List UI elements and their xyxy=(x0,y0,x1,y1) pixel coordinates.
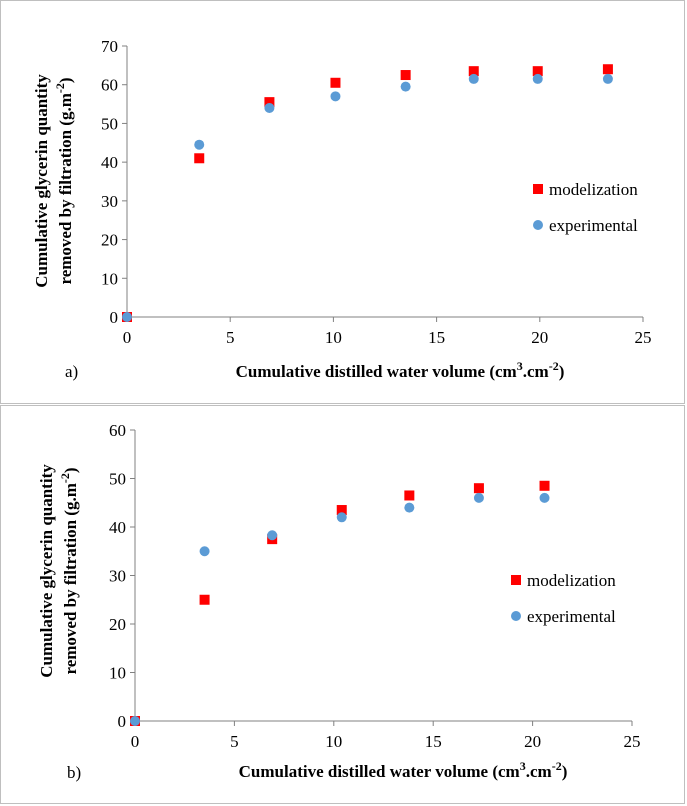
data-point-modelization xyxy=(532,66,543,77)
y-axis-title-line2-group: removed by filtration (g.m-2) xyxy=(58,467,80,674)
x-axis-title: Cumulative distilled water volume (cm3.c… xyxy=(239,759,568,781)
x-tick-label: 5 xyxy=(230,732,239,751)
data-point-experimental xyxy=(330,91,341,102)
x-axis-title: Cumulative distilled water volume (cm3.c… xyxy=(236,359,565,381)
data-point-experimental xyxy=(532,73,543,84)
x-tick-label: 25 xyxy=(624,732,641,751)
legend-marker-modelization xyxy=(533,184,543,194)
data-point-experimental xyxy=(130,716,140,726)
chart-b-svg: 0 10 20 30 40 50 60 0 5 10 15 20 25 Cumulative distil… xyxy=(37,421,641,782)
y-tick-label: 40 xyxy=(109,518,126,537)
y-tick-label: 0 xyxy=(118,712,127,731)
y-tick-label: 50 xyxy=(109,470,126,489)
legend-label-modelization: modelization xyxy=(549,180,638,199)
legend-label-modelization: modelization xyxy=(527,571,616,590)
y-axis-title-line2: removed by filtration (g.m-2) xyxy=(53,77,75,284)
data-point-experimental xyxy=(539,492,550,503)
x-tick-label: 20 xyxy=(524,732,541,751)
legend-marker-experimental xyxy=(533,220,543,230)
data-point-experimental xyxy=(264,102,275,113)
data-point-modelization xyxy=(602,64,613,75)
data-point-experimental xyxy=(473,492,484,503)
data-point-modelization xyxy=(468,66,479,77)
x-tick-label: 0 xyxy=(123,328,132,347)
x-tick-label: 0 xyxy=(131,732,140,751)
panel-label: a) xyxy=(65,362,78,381)
x-tick-label: 10 xyxy=(325,328,342,347)
legend-marker-experimental xyxy=(511,611,521,621)
y-tick-label: 0 xyxy=(110,308,119,327)
data-point-modelization xyxy=(539,480,550,491)
x-tick-label: 25 xyxy=(635,328,652,347)
data-point-experimental xyxy=(336,512,347,523)
data-point-experimental xyxy=(267,530,278,541)
y-tick-label: 10 xyxy=(109,664,126,683)
x-tick-label: 15 xyxy=(428,328,445,347)
data-point-experimental xyxy=(468,73,479,84)
data-point-experimental xyxy=(199,546,210,557)
data-point-modelization xyxy=(264,97,275,108)
data-point-experimental xyxy=(122,312,132,322)
data-point-modelization xyxy=(336,505,347,516)
y-axis-title-line1-group: Cumulative glycerin quantity xyxy=(37,464,56,678)
y-axis-title-line1: Cumulative glycerin quantity xyxy=(32,74,51,288)
data-point-modelization xyxy=(194,153,205,164)
x-tick-label: 20 xyxy=(531,328,548,347)
y-tick-label: 10 xyxy=(101,269,118,288)
legend-label-experimental: experimental xyxy=(527,607,616,626)
y-tick-label: 30 xyxy=(101,192,118,211)
legend-marker-modelization xyxy=(511,575,521,585)
data-point-modelization xyxy=(330,77,341,88)
y-tick-label: 70 xyxy=(101,37,118,56)
chart-a-svg: 0 10 20 30 40 50 60 70 0 5 10 15 20 25 Cumulative dist… xyxy=(32,37,652,381)
data-point-experimental xyxy=(194,139,205,150)
legend-label-experimental: experimental xyxy=(549,216,638,235)
y-tick-label: 50 xyxy=(101,114,118,133)
data-point-modelization xyxy=(199,594,210,605)
data-point-experimental xyxy=(404,502,415,513)
y-axis-title-line1-group: Cumulative glycerin quantity xyxy=(32,74,51,288)
x-tick-label: 15 xyxy=(425,732,442,751)
y-tick-label: 60 xyxy=(101,76,118,95)
data-point-modelization xyxy=(473,483,484,494)
y-tick-label: 40 xyxy=(101,153,118,172)
chart-panel-a: 0 10 20 30 40 50 60 70 0 5 10 15 20 25 Cumulative dist… xyxy=(0,0,685,404)
y-tick-label: 30 xyxy=(109,567,126,586)
data-point-modelization xyxy=(400,70,411,81)
data-point-modelization xyxy=(404,490,415,501)
y-tick-label: 60 xyxy=(109,421,126,440)
y-tick-label: 20 xyxy=(101,231,118,250)
data-point-experimental xyxy=(400,81,411,92)
x-tick-label: 5 xyxy=(226,328,235,347)
y-axis-title-line2-group: removed by filtration (g.m-2) xyxy=(53,77,75,284)
y-axis-title-line1: Cumulative glycerin quantity xyxy=(37,464,56,678)
y-tick-label: 20 xyxy=(109,615,126,634)
data-point-experimental xyxy=(602,73,613,84)
x-tick-label: 10 xyxy=(325,732,342,751)
y-axis-title-line2: removed by filtration (g.m-2) xyxy=(58,467,80,674)
chart-panel-b: 0 10 20 30 40 50 60 0 5 10 15 20 25 Cumulative distil… xyxy=(0,405,685,804)
panel-label: b) xyxy=(67,763,81,782)
